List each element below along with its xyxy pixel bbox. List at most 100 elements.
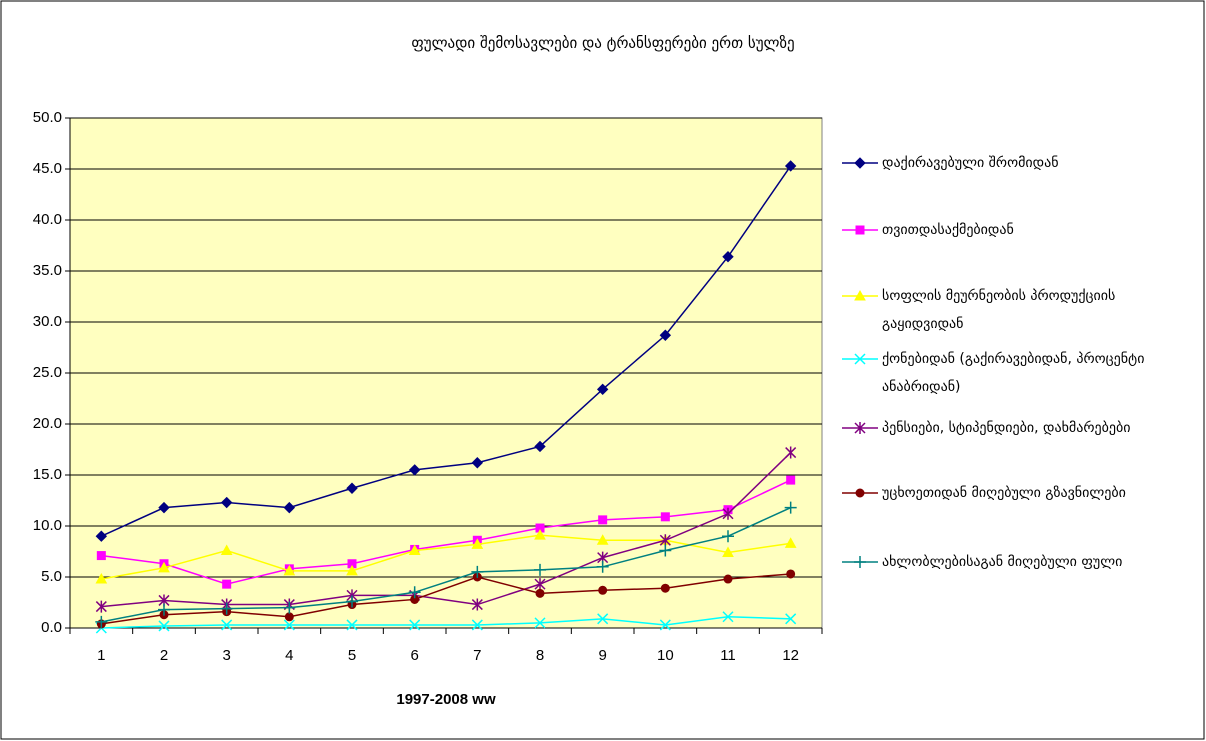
y-tick-label: 45.0	[33, 160, 62, 177]
data-point	[346, 595, 358, 608]
data-point	[283, 564, 296, 576]
data-point	[284, 612, 294, 622]
legend-marker	[854, 353, 866, 365]
data-point	[784, 160, 797, 172]
legend-marker	[854, 289, 866, 301]
data-point	[408, 544, 421, 555]
legend-marker	[854, 556, 866, 568]
data-point	[722, 530, 734, 543]
y-tick-label: 10.0	[33, 517, 62, 534]
data-point	[158, 603, 170, 616]
data-point	[471, 598, 483, 611]
x-tick-label: 4	[285, 647, 293, 664]
data-point	[659, 619, 671, 631]
series-line	[101, 165, 792, 537]
x-tick-label: 3	[222, 647, 230, 664]
legend-entry: ქონებიდან (გაქირავებიდან, პროცენტი ანაბრ…	[882, 351, 1145, 395]
data-point	[659, 329, 672, 341]
data-point	[598, 515, 608, 525]
data-point	[596, 534, 609, 545]
data-point	[95, 615, 108, 628]
data-point	[534, 617, 546, 629]
data-point	[283, 619, 295, 631]
data-point	[283, 601, 296, 614]
data-point	[722, 546, 734, 558]
data-point	[95, 530, 108, 542]
data-point	[534, 563, 546, 576]
data-point	[158, 501, 170, 514]
data-point	[659, 544, 672, 557]
data-point	[408, 464, 421, 476]
data-point	[222, 579, 232, 589]
data-point	[346, 564, 358, 576]
legend-entry: სოფლის მეურნეობის პროდუქციის გაყიდვიდან	[882, 288, 1116, 332]
data-point	[220, 602, 233, 615]
data-point	[786, 475, 796, 485]
y-tick-label: 35.0	[33, 262, 62, 279]
legend-marker	[854, 422, 866, 434]
y-tick-label: 50.0	[33, 109, 62, 126]
data-point	[220, 496, 233, 509]
series-line	[101, 616, 791, 629]
data-point	[660, 512, 670, 522]
data-point	[471, 565, 484, 578]
legend-entry: თვითდასაქმებიდან	[882, 222, 1014, 238]
data-point	[597, 613, 609, 625]
x-axis-label: 1997-2008 ww	[396, 691, 496, 708]
data-point	[409, 619, 421, 631]
data-point	[471, 619, 483, 631]
data-point	[535, 588, 545, 598]
y-tick-label: 25.0	[33, 364, 62, 381]
data-point	[534, 529, 546, 540]
y-tick-label: 5.0	[41, 568, 62, 585]
x-tick-label: 7	[473, 647, 481, 664]
x-tick-label: 2	[160, 647, 168, 664]
data-point	[221, 619, 233, 631]
y-tick-label: 30.0	[33, 313, 62, 330]
data-point	[785, 446, 797, 459]
y-tick-label: 0.0	[41, 619, 62, 636]
data-point	[784, 501, 797, 514]
data-point	[95, 600, 107, 613]
data-point	[660, 583, 670, 593]
legend-entry: უცხოეთიდან მიღებული გზავნილები	[882, 485, 1126, 501]
data-point	[596, 383, 609, 396]
data-point	[723, 574, 733, 584]
x-tick-label: 1	[97, 647, 105, 664]
data-point	[346, 619, 358, 631]
data-point	[659, 534, 671, 547]
data-point	[784, 537, 797, 548]
x-tick-label: 8	[536, 647, 544, 664]
data-point	[220, 544, 233, 555]
series-line	[101, 573, 791, 625]
data-point	[722, 507, 734, 520]
x-tick-label: 12	[782, 647, 799, 664]
data-point	[158, 620, 170, 632]
x-tick-label: 10	[657, 647, 674, 664]
data-point	[534, 440, 546, 453]
data-point	[346, 482, 358, 494]
legend-entry: ახლობლებისაგან მიღებული ფული	[882, 554, 1123, 570]
data-point	[722, 251, 734, 263]
y-tick-label: 40.0	[33, 211, 62, 228]
x-tick-label: 11	[720, 647, 736, 664]
legend-entry: დაქირავებული შრომიდან	[882, 155, 1059, 171]
data-point	[722, 611, 734, 623]
x-tick-label: 6	[410, 647, 418, 664]
series-line	[101, 479, 791, 585]
chart-title: ფულადი შემოსავლები და ტრანსფერები ერთ სუ…	[411, 34, 795, 52]
legend-marker	[855, 225, 865, 235]
series-line	[101, 506, 791, 623]
data-point	[283, 501, 296, 514]
data-point	[95, 573, 108, 584]
data-point	[786, 569, 796, 579]
legend-entry: პენსიები, სტიპენდიები, დახმარებები	[882, 420, 1131, 436]
data-point	[785, 613, 797, 625]
series-line	[101, 534, 791, 580]
y-tick-label: 15.0	[33, 466, 62, 483]
data-point	[598, 585, 608, 595]
x-tick-label: 5	[348, 647, 356, 664]
y-tick-label: 20.0	[33, 415, 62, 432]
